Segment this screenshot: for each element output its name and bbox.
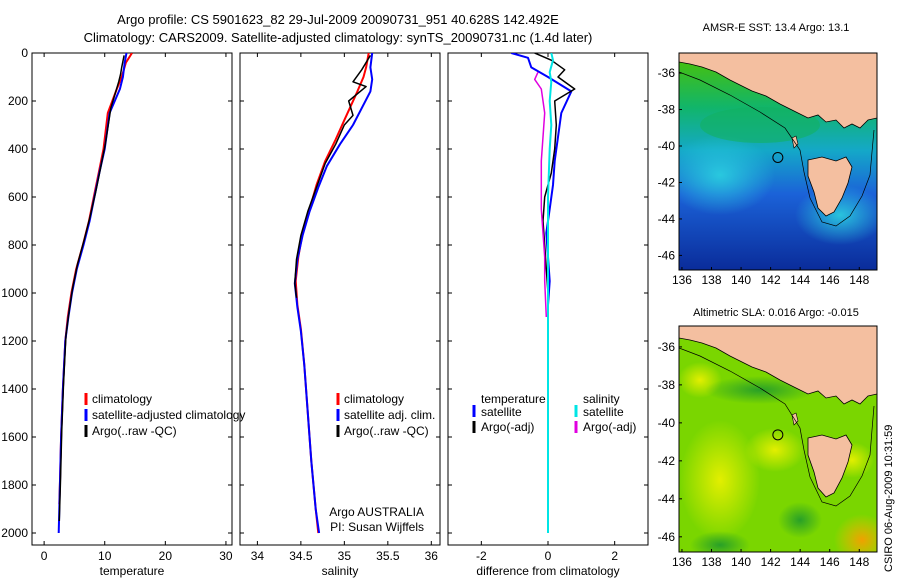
temperature-plot-frame: [31, 52, 233, 546]
map-x-tick-label: 146: [820, 273, 840, 287]
map-y-tick-label: -42: [658, 175, 676, 189]
map-y-tick-label: -36: [658, 66, 676, 80]
x-tick-label: 36: [425, 549, 439, 563]
map-y-tick-label: -44: [658, 492, 676, 506]
sst-map-image: [679, 53, 877, 270]
legend-label-argo: Argo(..raw -QC): [92, 424, 177, 438]
sst-map-axes: 136 138 140 142 144 146 148 -36 -38 -40 -42 -44 -46: [658, 66, 870, 287]
sst-map-frame: [678, 52, 878, 271]
difference-series-temperature-argo-adj: [534, 53, 576, 294]
x-tick-label: 0: [41, 549, 48, 563]
argo-position-marker: [772, 429, 784, 441]
x-tick-label: 20: [159, 549, 173, 563]
map-y-tick-label: -36: [658, 340, 676, 354]
map-y-tick-label: -46: [658, 248, 676, 262]
sla-map-title: Altimetric SLA: 0.016 Argo: -0.015: [693, 307, 859, 319]
temperature-x-axis-label: temperature: [100, 564, 165, 578]
y-tick-label: 2000: [1, 526, 28, 540]
map-y-tick-label: -40: [658, 416, 676, 430]
annotation-line2: PI: Susan Wijffels: [330, 520, 424, 534]
legend-label-argo: Argo(..raw -QC): [344, 424, 429, 438]
map-x-tick-label: 138: [701, 273, 721, 287]
sla-map-image: [679, 326, 877, 552]
y-tick-label: 1200: [1, 334, 28, 348]
difference-legend: temperature salinity satellite Argo(-adj…: [472, 392, 636, 434]
map-y-tick-label: -46: [658, 530, 676, 544]
x-tick-label: 2: [611, 549, 618, 563]
x-tick-label: 34.5: [289, 549, 313, 563]
y-tick-label: 1800: [1, 478, 28, 492]
y-tick-label: 400: [8, 142, 28, 156]
salinity-panel: 34 34.5 35 35.5 36 salinity: [239, 52, 441, 578]
y-tick-label: 1600: [1, 430, 28, 444]
x-tick-label: 30: [219, 549, 233, 563]
legend-label-sal-satellite: satellite: [583, 405, 624, 419]
annotation-line1: Argo AUSTRALIA: [329, 505, 424, 519]
map-y-tick-label: -38: [658, 378, 676, 392]
salinity-legend: climatology satellite adj. clim. Argo(..…: [329, 392, 435, 534]
salinity-x-axis-label: salinity: [322, 564, 359, 578]
difference-x-axis-label: difference from climatology: [476, 564, 619, 578]
legend-label-sal-argo: Argo(-adj): [583, 420, 636, 434]
x-tick-label: 10: [98, 549, 112, 563]
x-tick-label: -2: [476, 549, 487, 563]
map-y-tick-label: -40: [658, 139, 676, 153]
temperature-series-argo-raw-qc: [58, 55, 125, 522]
y-tick-label: 1400: [1, 382, 28, 396]
x-tick-label: 35.5: [376, 549, 400, 563]
y-tick-label: 600: [8, 190, 28, 204]
salinity-series-argo-raw-qc: [294, 55, 372, 298]
y-tick-label: 1000: [1, 286, 28, 300]
x-tick-label: 34: [251, 549, 265, 563]
map-x-tick-label: 142: [761, 273, 781, 287]
y-tick-label: 800: [8, 238, 28, 252]
temperature-legend: climatology satellite-adjusted climatolo…: [84, 392, 245, 438]
map-x-tick-label: 144: [790, 555, 810, 569]
legend-label-satellite: satellite-adjusted climatology: [92, 408, 245, 422]
map-x-tick-label: 138: [701, 555, 721, 569]
map-y-tick-label: -38: [658, 103, 676, 117]
difference-series-salinity-argo-adj: [533, 71, 548, 318]
difference-series-salinity-satellite: [547, 53, 554, 533]
legend-header-salinity: salinity: [583, 392, 620, 406]
legend-label-climatology: climatology: [92, 392, 152, 406]
sla-map-frame: [678, 325, 878, 553]
argo-position-marker: [772, 151, 784, 163]
header-line1: Argo profile: CS 5901623_82 29-Jul-2009 …: [117, 12, 559, 27]
map-x-tick-label: 148: [849, 555, 869, 569]
salinity-series-satellite-adj-clim: [293, 53, 374, 534]
map-x-tick-label: 140: [731, 273, 751, 287]
y-tick-label: 200: [8, 94, 28, 108]
map-x-tick-label: 142: [761, 555, 781, 569]
map-x-tick-label: 140: [731, 555, 751, 569]
header-line2: Climatology: CARS2009. Satellite-adjuste…: [84, 30, 593, 45]
salinity-plot-frame: [239, 52, 441, 546]
temperature-panel: 0 10 20 30 0 200 400 600 800 1000 1200 1400 1600 1800…: [1, 46, 233, 578]
map-x-tick-label: 144: [790, 273, 810, 287]
map-y-tick-label: -42: [658, 454, 676, 468]
legend-header-temperature: temperature: [481, 392, 546, 406]
map-x-tick-label: 136: [672, 273, 692, 287]
sst-map-title: AMSR-E SST: 13.4 Argo: 13.1: [703, 22, 850, 34]
legend-label-temp-argo: Argo(-adj): [481, 420, 534, 434]
map-x-tick-label: 136: [672, 555, 692, 569]
legend-label-satellite: satellite adj. clim.: [344, 408, 435, 422]
sla-map-axes: 136 138 140 142 144 146 148 -36 -38 -40 -42 -44 -46: [658, 340, 870, 569]
side-stamp: CSIRO 06-Aug-2009 10:31:59: [883, 425, 895, 572]
y-tick-label: 0: [21, 46, 28, 60]
map-y-tick-label: -44: [658, 212, 676, 226]
map-x-tick-label: 148: [849, 273, 869, 287]
x-tick-label: 35: [338, 549, 352, 563]
legend-label-climatology: climatology: [344, 392, 404, 406]
x-tick-label: 0: [545, 549, 552, 563]
map-x-tick-label: 146: [820, 555, 840, 569]
legend-label-temp-satellite: satellite: [481, 405, 522, 419]
